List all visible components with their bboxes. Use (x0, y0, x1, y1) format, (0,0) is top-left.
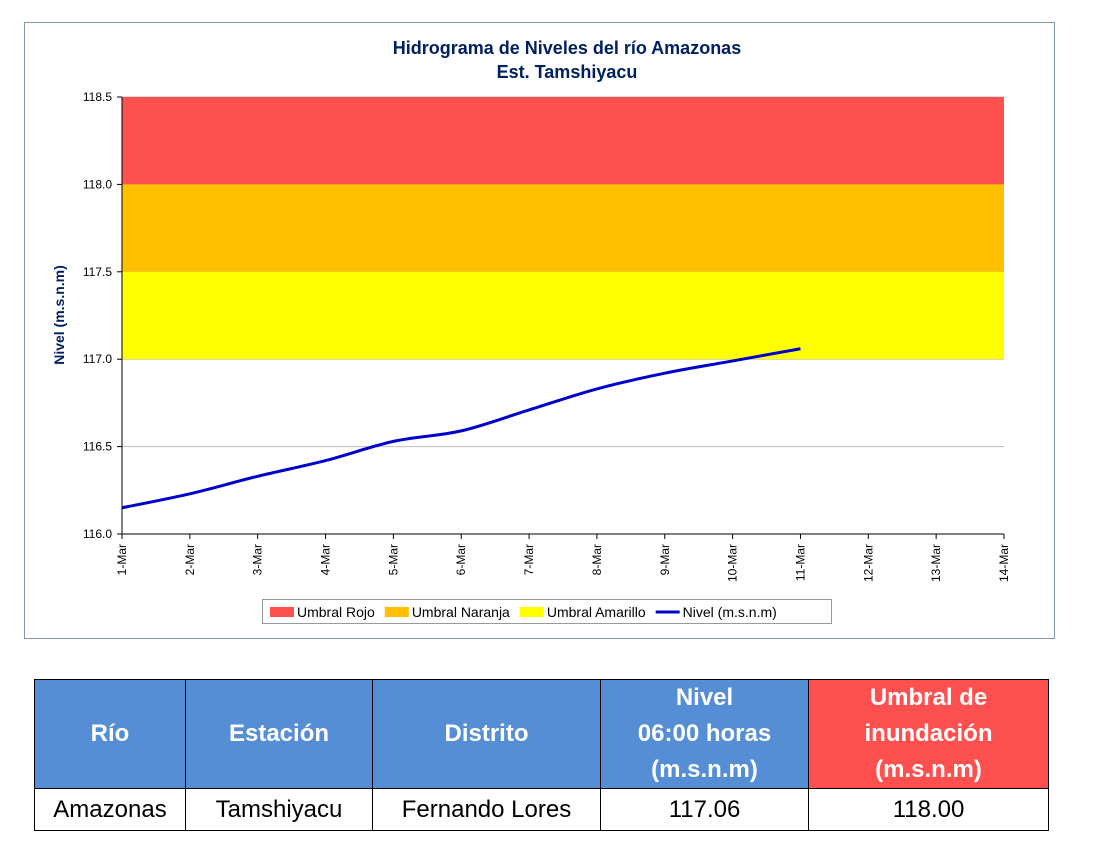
x-tick-label: 5-Mar (386, 544, 400, 575)
line-series (121, 347, 801, 510)
header-cell: Río (34, 679, 186, 789)
threshold-band (122, 271, 1004, 360)
header-cell: Umbral de inundación (m.s.n.m) (808, 679, 1049, 789)
x-tick-label: 6-Mar (454, 544, 468, 575)
x-tick-label: 1-Mar (115, 544, 129, 575)
legend-label: Umbral Naranja (412, 604, 510, 620)
legend-box (262, 599, 832, 624)
x-tick-label: 4-Mar (319, 544, 333, 575)
cell: Fernando Lores (372, 788, 601, 831)
x-tick-label: 8-Mar (590, 544, 604, 575)
y-tick-label: 116.5 (83, 440, 112, 454)
legend-swatch (384, 607, 409, 617)
y-tick-label: 116.0 (83, 527, 112, 541)
chart-subtitle: Est. Tamshiyacu (497, 62, 638, 82)
x-tick-label: 10-Mar (726, 544, 740, 582)
table: Río Estación Distrito Nivel 06:00 horas … (34, 679, 1049, 831)
x-tick-label: 12-Mar (861, 544, 875, 582)
y-axis-label: Nivel (m.s.n.m) (51, 265, 67, 365)
x-tick-label: 14-Mar (997, 544, 1011, 582)
table-header: Río Estación Distrito Nivel 06:00 horas … (34, 679, 1049, 789)
x-tick-label: 9-Mar (658, 544, 672, 575)
legend-label: Umbral Rojo (297, 604, 375, 620)
cell: 117.06 (600, 788, 809, 831)
x-tick-label: 2-Mar (183, 544, 197, 575)
legend-label: Umbral Amarillo (547, 604, 646, 620)
legend-swatch (519, 607, 544, 617)
cell: 118.00 (808, 788, 1049, 831)
x-tick-label: 3-Mar (251, 544, 265, 575)
chart: Hidrograma de Niveles del río Amazonas E… (24, 22, 1055, 639)
threshold-band (122, 97, 1004, 185)
y-tick-label: 117.0 (83, 352, 112, 366)
header-cell: Distrito (372, 679, 601, 789)
threshold-band (122, 184, 1004, 272)
cell: Amazonas (34, 788, 186, 831)
cell: Tamshiyacu (185, 788, 373, 831)
legend-swatch (270, 607, 294, 617)
header-cell: Estación (185, 679, 373, 789)
x-tick-label: 11-Mar (793, 544, 807, 581)
table-row: Amazonas Tamshiyacu Fernando Lores 117.0… (34, 788, 1049, 831)
y-tick-label: 117.5 (83, 265, 112, 279)
x-tick-label: 13-Mar (929, 544, 943, 582)
header-cell: Nivel 06:00 horas (m.s.n.m) (600, 679, 809, 789)
y-tick-label: 118.0 (83, 177, 112, 191)
x-tick-label: 7-Mar (522, 544, 536, 575)
y-tick-label: 118.5 (83, 90, 112, 104)
chart-title: Hidrograma de Niveles del río Amazonas (393, 38, 741, 58)
legend-label: Nivel (m.s.n.m) (683, 604, 777, 620)
